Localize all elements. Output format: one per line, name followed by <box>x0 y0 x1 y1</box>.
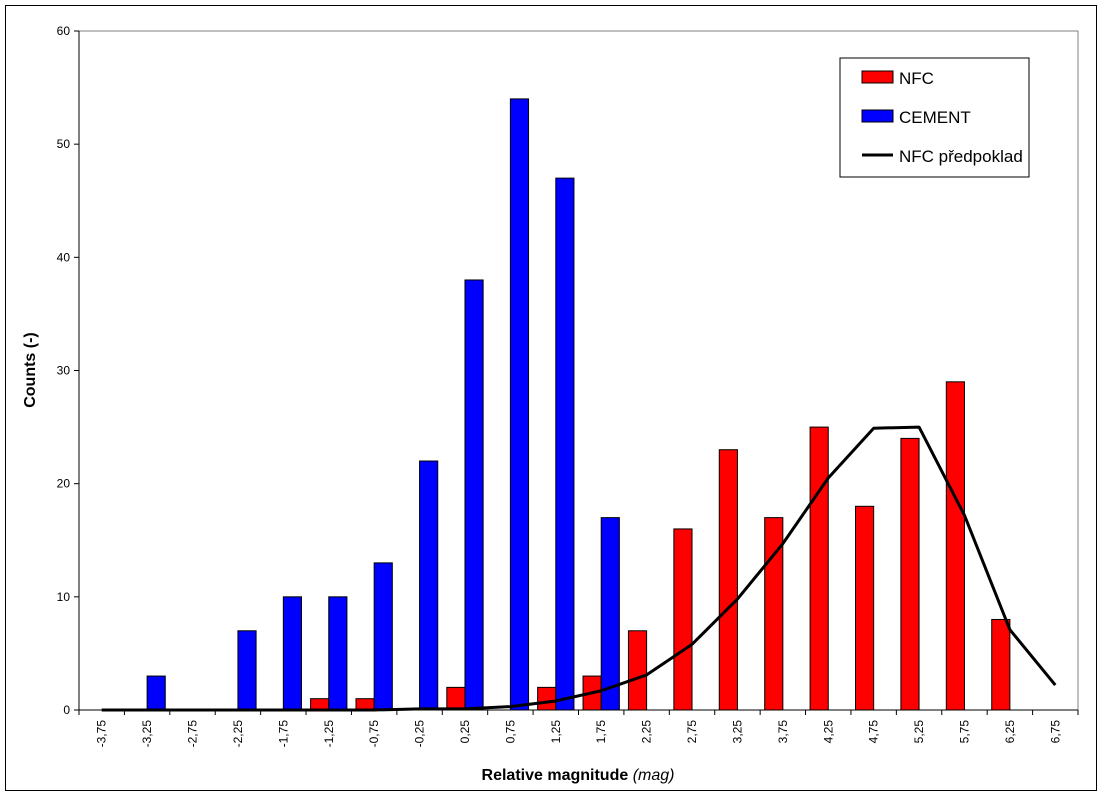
y-tick-label-3: 30 <box>57 364 71 378</box>
bar-cement-5 <box>328 596 348 711</box>
x-tick-label-0: -3,75 <box>95 720 109 748</box>
x-tick-label-16: 4,25 <box>821 720 835 744</box>
x-tick-label-14: 3,25 <box>730 720 744 744</box>
x-tick-label-18: 5,25 <box>912 720 926 744</box>
bar-cement-9 <box>509 98 530 711</box>
x-tick-label-17: 4,75 <box>867 720 881 744</box>
x-tick-label-7: -0,25 <box>413 720 427 748</box>
y-ticks-group: 0 10 20 30 40 50 60 <box>57 24 79 717</box>
bar-nfc-8 <box>446 686 466 711</box>
x-tick-label-12: 2,25 <box>640 720 654 744</box>
x-tick-label-4: -1,75 <box>276 720 290 748</box>
bar-nfc-5 <box>310 698 330 711</box>
y-tick-label-2: 20 <box>57 477 71 491</box>
y-axis-title: Counts (-) <box>22 332 39 408</box>
legend: NFC CEMENT NFC předpoklad <box>839 57 1030 178</box>
legend-label-cement: CEMENT <box>899 108 971 127</box>
x-axis-title-main: Relative magnitude <box>482 767 629 784</box>
bar-nfc-10 <box>537 686 557 711</box>
x-axis-title-unit: (mag) <box>633 767 675 784</box>
x-tick-label-1: -3,25 <box>140 720 154 748</box>
x-tick-label-11: 1,75 <box>594 720 608 744</box>
legend-swatch-cement <box>861 109 894 123</box>
x-tick-label-9: 0,75 <box>503 720 517 744</box>
bar-cement-8 <box>464 279 484 711</box>
bar-nfc-6 <box>355 698 375 711</box>
bar-nfc-18 <box>900 437 920 711</box>
bar-cement-3 <box>237 630 257 711</box>
bar-cement-1 <box>146 675 166 711</box>
bar-cement-4 <box>282 596 302 711</box>
x-tick-label-2: -2,75 <box>186 720 200 748</box>
bar-cement-7 <box>419 460 439 711</box>
bar-nfc-12 <box>627 630 648 711</box>
bar-cement-10 <box>555 177 575 711</box>
x-ticks-group: -3,75 -3,25 -2,75 -2,25 -1,75 -1,25 -0,75 -0,25… <box>78 710 1079 748</box>
bar-nfc-17 <box>855 505 875 711</box>
x-tick-label-19: 5,75 <box>957 720 971 744</box>
legend-label-nfc: NFC <box>899 69 934 88</box>
bar-cement-11 <box>600 517 620 711</box>
y-tick-label-1: 10 <box>57 590 71 604</box>
x-tick-label-8: 0,25 <box>458 720 472 744</box>
x-axis-title: Relative magnitude (mag) <box>482 767 675 784</box>
bar-nfc-16 <box>809 426 829 711</box>
bar-nfc-20 <box>991 618 1011 711</box>
x-tick-label-5: -1,25 <box>322 720 336 748</box>
x-tick-label-10: 1,25 <box>549 720 563 744</box>
y-tick-label-4: 40 <box>57 250 71 264</box>
x-tick-label-15: 3,75 <box>776 720 790 744</box>
legend-swatch-nfc <box>861 70 894 84</box>
x-tick-label-3: -2,25 <box>231 720 245 748</box>
legend-label-predpoklad: NFC předpoklad <box>899 147 1023 166</box>
y-tick-label-5: 50 <box>57 137 71 151</box>
bar-nfc-14 <box>718 449 738 711</box>
x-tick-label-20: 6,25 <box>1003 720 1017 744</box>
x-tick-label-21: 6,75 <box>1048 720 1062 744</box>
y-tick-label-0: 0 <box>63 703 70 717</box>
x-tick-label-13: 2,75 <box>685 720 699 744</box>
bar-cement-6 <box>373 562 393 711</box>
bar-nfc-13 <box>673 528 693 711</box>
y-tick-label-6: 60 <box>57 24 71 38</box>
x-tick-label-6: -0,75 <box>367 720 381 748</box>
bar-nfc-19 <box>945 381 965 711</box>
